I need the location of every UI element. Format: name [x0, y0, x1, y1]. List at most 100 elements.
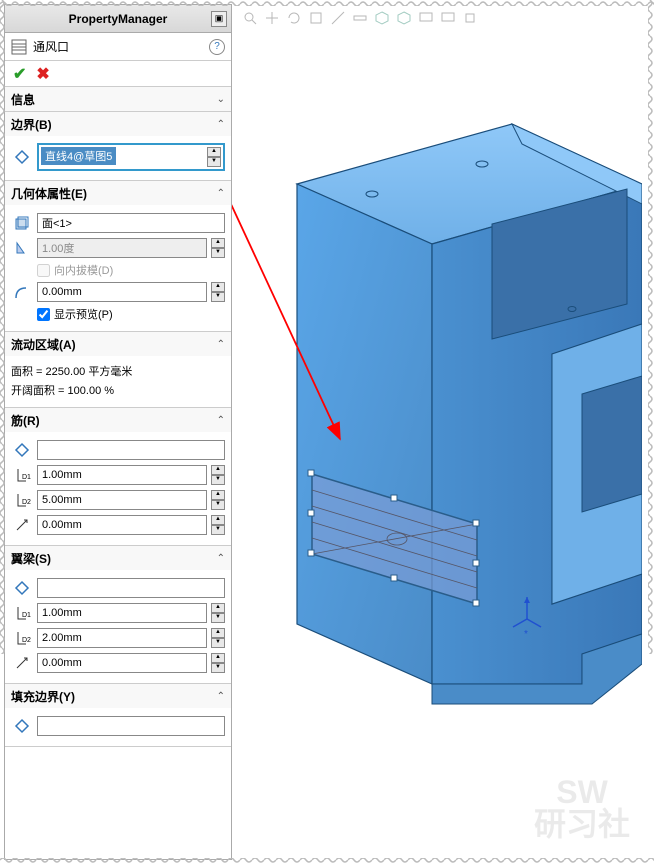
face-icon: [11, 212, 33, 234]
help-icon[interactable]: ?: [209, 39, 225, 55]
diamond-icon: [11, 439, 33, 461]
spar-d2-input[interactable]: [37, 628, 207, 648]
tool-display[interactable]: [416, 8, 436, 28]
section-boundary-header[interactable]: 边界(B) ⌃: [5, 112, 231, 136]
section-spar: 翼梁(S) ⌃ D1 ▲▼ D2: [5, 546, 231, 684]
spinner-up[interactable]: ▲: [211, 628, 225, 638]
spinner-down[interactable]: ▼: [211, 500, 225, 510]
tool-display2[interactable]: [438, 8, 458, 28]
face-input[interactable]: [37, 213, 225, 233]
spinner-up[interactable]: ▲: [211, 653, 225, 663]
diamond-icon: [11, 577, 33, 599]
tool-pan[interactable]: [262, 8, 282, 28]
ok-button[interactable]: ✔: [13, 64, 26, 84]
chevron-up-icon: ⌃: [217, 339, 225, 350]
chevron-up-icon: ⌃: [217, 188, 225, 199]
spinner-down[interactable]: ▼: [207, 157, 221, 167]
spinner-down[interactable]: ▼: [211, 475, 225, 485]
feature-row: 通风口 ?: [5, 33, 231, 61]
section-rib: 筋(R) ⌃ D1 ▲▼ D2 ▲: [5, 408, 231, 546]
spinner-up[interactable]: ▲: [211, 603, 225, 613]
chevron-up-icon: ⌃: [217, 553, 225, 564]
spar-d1-input[interactable]: [37, 603, 207, 623]
watermark: SW研习社: [534, 776, 630, 840]
spinner-up[interactable]: ▲: [211, 515, 225, 525]
model-3d[interactable]: *: [232, 64, 642, 764]
diamond-icon: [11, 146, 33, 168]
spar-offset-input[interactable]: [37, 653, 207, 673]
svg-text:D2: D2: [22, 499, 31, 506]
boundary-selection-box[interactable]: 直线4@草图5: [41, 147, 207, 167]
spinner-up[interactable]: ▲: [207, 147, 221, 157]
cancel-button[interactable]: ✖: [36, 64, 49, 84]
spinner-down[interactable]: ▼: [211, 663, 225, 673]
section-info-header[interactable]: 信息 ⌄: [5, 87, 231, 111]
section-spar-header[interactable]: 翼梁(S) ⌃: [5, 546, 231, 570]
radius-input[interactable]: [37, 282, 207, 302]
preview-checkbox[interactable]: [37, 308, 50, 321]
chevron-down-icon: ⌄: [217, 94, 225, 105]
action-row: ✔ ✖: [5, 61, 231, 87]
rib-selection-input[interactable]: [37, 440, 225, 460]
tool-more[interactable]: [460, 8, 480, 28]
offset-icon: [11, 514, 33, 536]
section-info: 信息 ⌄: [5, 87, 231, 112]
tool-cube3[interactable]: [394, 8, 414, 28]
spinner-up[interactable]: ▲: [211, 238, 225, 248]
spinner-up[interactable]: ▲: [211, 490, 225, 500]
pin-icon[interactable]: ▣: [211, 11, 227, 27]
spinner-down[interactable]: ▼: [211, 525, 225, 535]
draft-icon: [11, 237, 33, 259]
rib-offset-input[interactable]: [37, 515, 207, 535]
angle-input: [37, 238, 207, 258]
tool-rotate[interactable]: [284, 8, 304, 28]
feature-name: 通风口: [33, 38, 209, 55]
d2-icon: D2: [11, 627, 33, 649]
spinner-up[interactable]: ▲: [211, 282, 225, 292]
section-geometry-header[interactable]: 几何体属性(E) ⌃: [5, 181, 231, 205]
section-rib-header[interactable]: 筋(R) ⌃: [5, 408, 231, 432]
radius-icon: [11, 281, 33, 303]
d2-icon: D2: [11, 489, 33, 511]
diamond-icon: [11, 715, 33, 737]
viewport[interactable]: * SW研习社: [232, 4, 650, 860]
preview-label: 显示预览(P): [54, 306, 113, 322]
section-geometry: 几何体属性(E) ⌃ ▲▼ 向内拔模(D): [5, 181, 231, 332]
svg-text:D2: D2: [22, 637, 31, 644]
property-manager-panel: PropertyManager ▣ 通风口 ? ✔ ✖ 信息 ⌄ 边界(B) ⌃: [4, 4, 232, 860]
svg-text:D1: D1: [22, 612, 31, 619]
inward-draft-checkbox[interactable]: [37, 264, 50, 277]
section-fill-header[interactable]: 填充边界(Y) ⌃: [5, 684, 231, 708]
rib-d2-input[interactable]: [37, 490, 207, 510]
chevron-up-icon: ⌃: [217, 119, 225, 130]
svg-text:D1: D1: [22, 474, 31, 481]
tool-cube1[interactable]: [306, 8, 326, 28]
pm-header: PropertyManager ▣: [5, 5, 231, 33]
tool-zoom[interactable]: [240, 8, 260, 28]
d1-icon: D1: [11, 602, 33, 624]
tool-cube2[interactable]: [372, 8, 392, 28]
open-area-text: 开阔面积 = 100.00 %: [11, 382, 225, 398]
pm-title: PropertyManager: [69, 12, 168, 26]
tool-section[interactable]: [328, 8, 348, 28]
section-flow: 流动区域(A) ⌃ 面积 = 2250.00 平方毫米 开阔面积 = 100.0…: [5, 332, 231, 408]
tool-measure[interactable]: [350, 8, 370, 28]
spinner-up[interactable]: ▲: [211, 465, 225, 475]
spar-selection-input[interactable]: [37, 578, 225, 598]
spinner-down[interactable]: ▼: [211, 613, 225, 623]
chevron-up-icon: ⌃: [217, 415, 225, 426]
section-boundary: 边界(B) ⌃ 直线4@草图5 ▲ ▼: [5, 112, 231, 181]
view-toolbar: [240, 8, 480, 28]
d1-icon: D1: [11, 464, 33, 486]
rib-d1-input[interactable]: [37, 465, 207, 485]
section-flow-header[interactable]: 流动区域(A) ⌃: [5, 332, 231, 356]
fill-selection-input[interactable]: [37, 716, 225, 736]
spinner-down[interactable]: ▼: [211, 248, 225, 258]
spinner-down[interactable]: ▼: [211, 638, 225, 648]
offset-icon: [11, 652, 33, 674]
selected-edge[interactable]: 直线4@草图5: [41, 147, 116, 165]
inward-draft-label: 向内拔模(D): [54, 262, 113, 278]
vent-feature-icon: [11, 39, 27, 55]
svg-text:*: *: [524, 629, 528, 640]
spinner-down[interactable]: ▼: [211, 292, 225, 302]
